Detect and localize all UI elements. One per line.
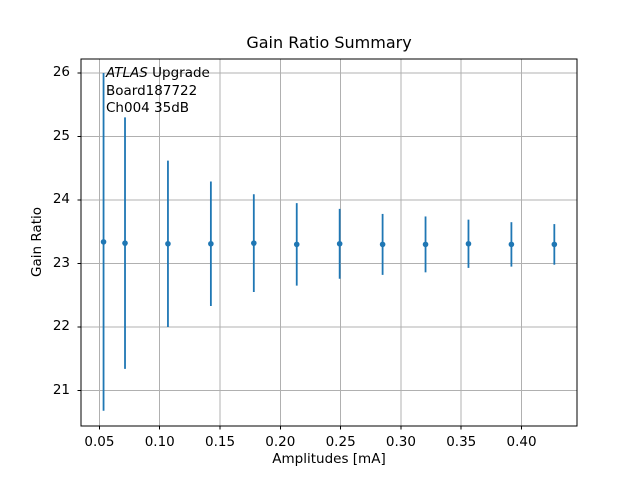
x-tick-label: 0.20 [265, 434, 296, 450]
x-tick-label: 0.40 [506, 434, 537, 450]
annotation-line-1: ATLAS Upgrade [106, 65, 210, 83]
data-point-marker [551, 241, 558, 248]
data-point-marker [165, 240, 171, 247]
axes-spines [80, 58, 578, 427]
data-point-marker [336, 240, 343, 247]
plot-annotation: ATLAS Upgrade Board187722 Ch004 35dB [106, 65, 210, 118]
data-point-marker [100, 239, 107, 245]
tick-marks [77, 72, 523, 430]
annotation-line-2: Board187722 [106, 82, 198, 99]
data-point-marker [379, 241, 386, 248]
data-point-marker [208, 240, 214, 247]
y-tick-label: 21 [52, 381, 70, 398]
axes-frame [80, 58, 578, 427]
annotation-line-3: Ch004 35dB [106, 100, 190, 116]
data-point-marker [293, 241, 300, 248]
data-point-marker [422, 241, 429, 248]
x-tick-label: 0.10 [144, 434, 175, 450]
x-tick-label: 0.05 [84, 434, 115, 450]
x-axis-label: Amplitudes [mA] [272, 451, 386, 467]
y-tick-label: 22 [52, 318, 70, 335]
chart-title: Gain Ratio Summary [246, 33, 412, 52]
x-tick-label: 0.15 [205, 434, 236, 450]
data-point-marker [251, 240, 257, 246]
y-axis-label: Gain Ratio [29, 207, 45, 277]
y-tick-label: 26 [52, 64, 70, 81]
y-tick-label: 24 [52, 191, 70, 208]
data-point-marker [122, 240, 128, 246]
y-tick-label: 25 [52, 127, 70, 144]
x-tick-label: 0.30 [385, 434, 416, 450]
data-point-marker [508, 241, 515, 248]
error-bar-series [100, 72, 558, 411]
annotation-experiment-name: ATLAS [106, 65, 148, 81]
annotation-upgrade-text: Upgrade [147, 65, 210, 81]
y-tick-label: 23 [52, 254, 70, 271]
data-point-marker [465, 240, 472, 247]
x-tick-label: 0.35 [446, 434, 477, 450]
x-tick-label: 0.25 [325, 434, 356, 450]
